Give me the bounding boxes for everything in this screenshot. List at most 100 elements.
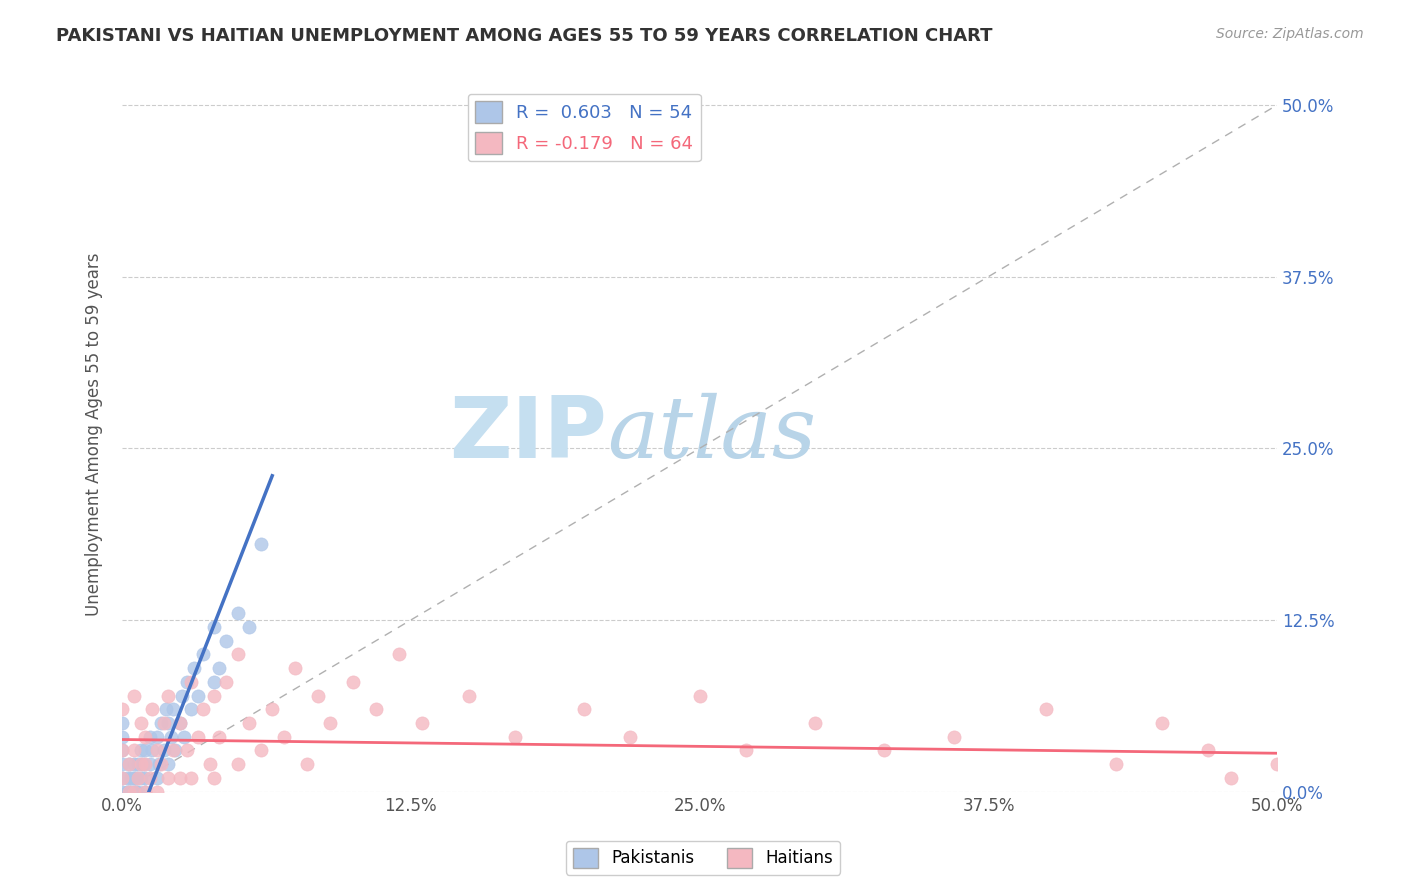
- Point: [120, 785, 142, 799]
- Point: [157, 689, 180, 703]
- Point: [307, 689, 329, 703]
- Point: [162, 702, 184, 716]
- Point: [139, 730, 162, 744]
- Point: [457, 689, 479, 703]
- Point: [118, 757, 141, 772]
- Point: [122, 743, 145, 757]
- Point: [134, 785, 156, 799]
- Point: [120, 771, 142, 785]
- Point: [176, 674, 198, 689]
- Text: atlas: atlas: [607, 393, 817, 476]
- Point: [1265, 757, 1288, 772]
- Point: [619, 730, 641, 744]
- Point: [111, 702, 134, 716]
- Point: [204, 620, 226, 634]
- Point: [127, 785, 149, 799]
- Point: [204, 689, 226, 703]
- Point: [145, 771, 167, 785]
- Point: [226, 757, 249, 772]
- Point: [295, 757, 318, 772]
- Point: [249, 537, 271, 551]
- Point: [111, 743, 134, 757]
- Point: [125, 785, 148, 799]
- Point: [129, 771, 152, 785]
- Point: [134, 785, 156, 799]
- Point: [129, 716, 152, 731]
- Point: [122, 757, 145, 772]
- Point: [145, 785, 167, 799]
- Point: [873, 743, 896, 757]
- Point: [226, 648, 249, 662]
- Point: [180, 702, 202, 716]
- Point: [115, 771, 138, 785]
- Point: [204, 771, 226, 785]
- Point: [366, 702, 388, 716]
- Point: [134, 743, 156, 757]
- Point: [284, 661, 307, 675]
- Text: ZIP: ZIP: [450, 393, 607, 476]
- Text: PAKISTANI VS HAITIAN UNEMPLOYMENT AMONG AGES 55 TO 59 YEARS CORRELATION CHART: PAKISTANI VS HAITIAN UNEMPLOYMENT AMONG …: [56, 27, 993, 45]
- Point: [141, 743, 163, 757]
- Point: [1197, 743, 1219, 757]
- Point: [141, 702, 163, 716]
- Point: [208, 661, 231, 675]
- Point: [342, 674, 364, 689]
- Point: [262, 702, 284, 716]
- Point: [572, 702, 595, 716]
- Point: [173, 730, 195, 744]
- Point: [122, 785, 145, 799]
- Point: [503, 730, 526, 744]
- Point: [157, 757, 180, 772]
- Point: [157, 771, 180, 785]
- Point: [150, 716, 173, 731]
- Point: [169, 716, 191, 731]
- Point: [139, 771, 162, 785]
- Point: [176, 743, 198, 757]
- Point: [134, 771, 156, 785]
- Point: [1035, 702, 1057, 716]
- Point: [118, 757, 141, 772]
- Point: [198, 757, 221, 772]
- Point: [152, 716, 174, 731]
- Point: [145, 730, 167, 744]
- Point: [689, 689, 711, 703]
- Point: [111, 730, 134, 744]
- Point: [111, 743, 134, 757]
- Point: [129, 757, 152, 772]
- Point: [169, 771, 191, 785]
- Point: [145, 743, 167, 757]
- Point: [169, 716, 191, 731]
- Point: [118, 785, 141, 799]
- Point: [804, 716, 827, 731]
- Point: [165, 743, 187, 757]
- Y-axis label: Unemployment Among Ages 55 to 59 years: Unemployment Among Ages 55 to 59 years: [86, 252, 103, 616]
- Legend: Pakistanis, Haitians: Pakistanis, Haitians: [565, 841, 841, 875]
- Point: [148, 757, 170, 772]
- Point: [734, 743, 756, 757]
- Point: [411, 716, 433, 731]
- Point: [152, 743, 174, 757]
- Point: [159, 730, 181, 744]
- Point: [208, 730, 231, 744]
- Point: [187, 689, 209, 703]
- Point: [191, 648, 214, 662]
- Point: [157, 716, 180, 731]
- Point: [127, 771, 149, 785]
- Point: [155, 702, 177, 716]
- Point: [273, 730, 295, 744]
- Point: [111, 771, 134, 785]
- Point: [1150, 716, 1173, 731]
- Point: [187, 730, 209, 744]
- Point: [319, 716, 342, 731]
- Point: [129, 743, 152, 757]
- Point: [122, 771, 145, 785]
- Point: [226, 606, 249, 620]
- Point: [125, 771, 148, 785]
- Point: [122, 785, 145, 799]
- Point: [215, 633, 238, 648]
- Legend: R =  0.603   N = 54, R = -0.179   N = 64: R = 0.603 N = 54, R = -0.179 N = 64: [468, 94, 700, 161]
- Point: [111, 785, 134, 799]
- Point: [162, 743, 184, 757]
- Point: [183, 661, 205, 675]
- Point: [1104, 757, 1126, 772]
